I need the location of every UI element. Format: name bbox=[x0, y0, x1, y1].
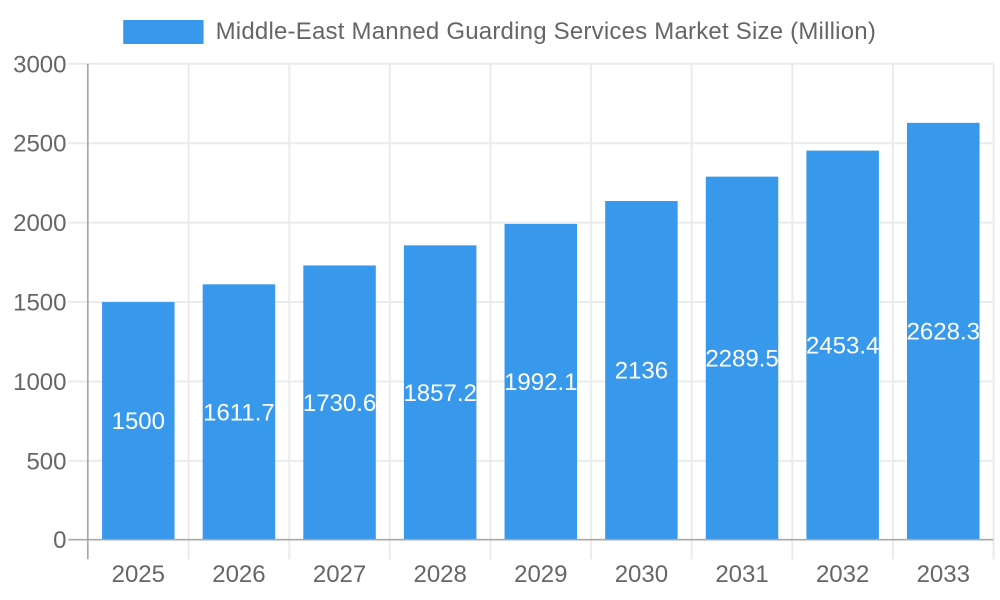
svg-text:2033: 2033 bbox=[917, 561, 970, 588]
svg-text:Middle-East Manned Guarding Se: Middle-East Manned Guarding Services Mar… bbox=[216, 18, 876, 45]
svg-text:2500: 2500 bbox=[13, 131, 66, 158]
svg-text:1992.1: 1992.1 bbox=[504, 369, 577, 396]
svg-text:1500: 1500 bbox=[13, 290, 66, 317]
svg-text:2628.3: 2628.3 bbox=[907, 319, 980, 346]
svg-text:2032: 2032 bbox=[816, 561, 869, 588]
svg-text:2031: 2031 bbox=[715, 561, 768, 588]
svg-text:2028: 2028 bbox=[413, 561, 466, 588]
svg-text:3000: 3000 bbox=[13, 51, 66, 78]
svg-text:2453.4: 2453.4 bbox=[806, 332, 879, 359]
svg-text:1500: 1500 bbox=[112, 408, 165, 435]
svg-text:1611.7: 1611.7 bbox=[203, 399, 275, 426]
svg-text:2027: 2027 bbox=[313, 561, 366, 588]
svg-text:2029: 2029 bbox=[514, 561, 567, 588]
svg-text:1730.6: 1730.6 bbox=[303, 390, 376, 417]
svg-text:1000: 1000 bbox=[13, 369, 66, 396]
svg-text:2026: 2026 bbox=[212, 561, 265, 588]
svg-text:2289.5: 2289.5 bbox=[705, 345, 778, 372]
svg-text:1857.2: 1857.2 bbox=[403, 380, 476, 407]
svg-text:2030: 2030 bbox=[615, 561, 668, 588]
svg-text:500: 500 bbox=[26, 448, 66, 475]
svg-text:2136: 2136 bbox=[615, 358, 668, 385]
svg-text:2025: 2025 bbox=[112, 561, 165, 588]
svg-text:2000: 2000 bbox=[13, 210, 66, 237]
svg-text:0: 0 bbox=[53, 527, 66, 554]
